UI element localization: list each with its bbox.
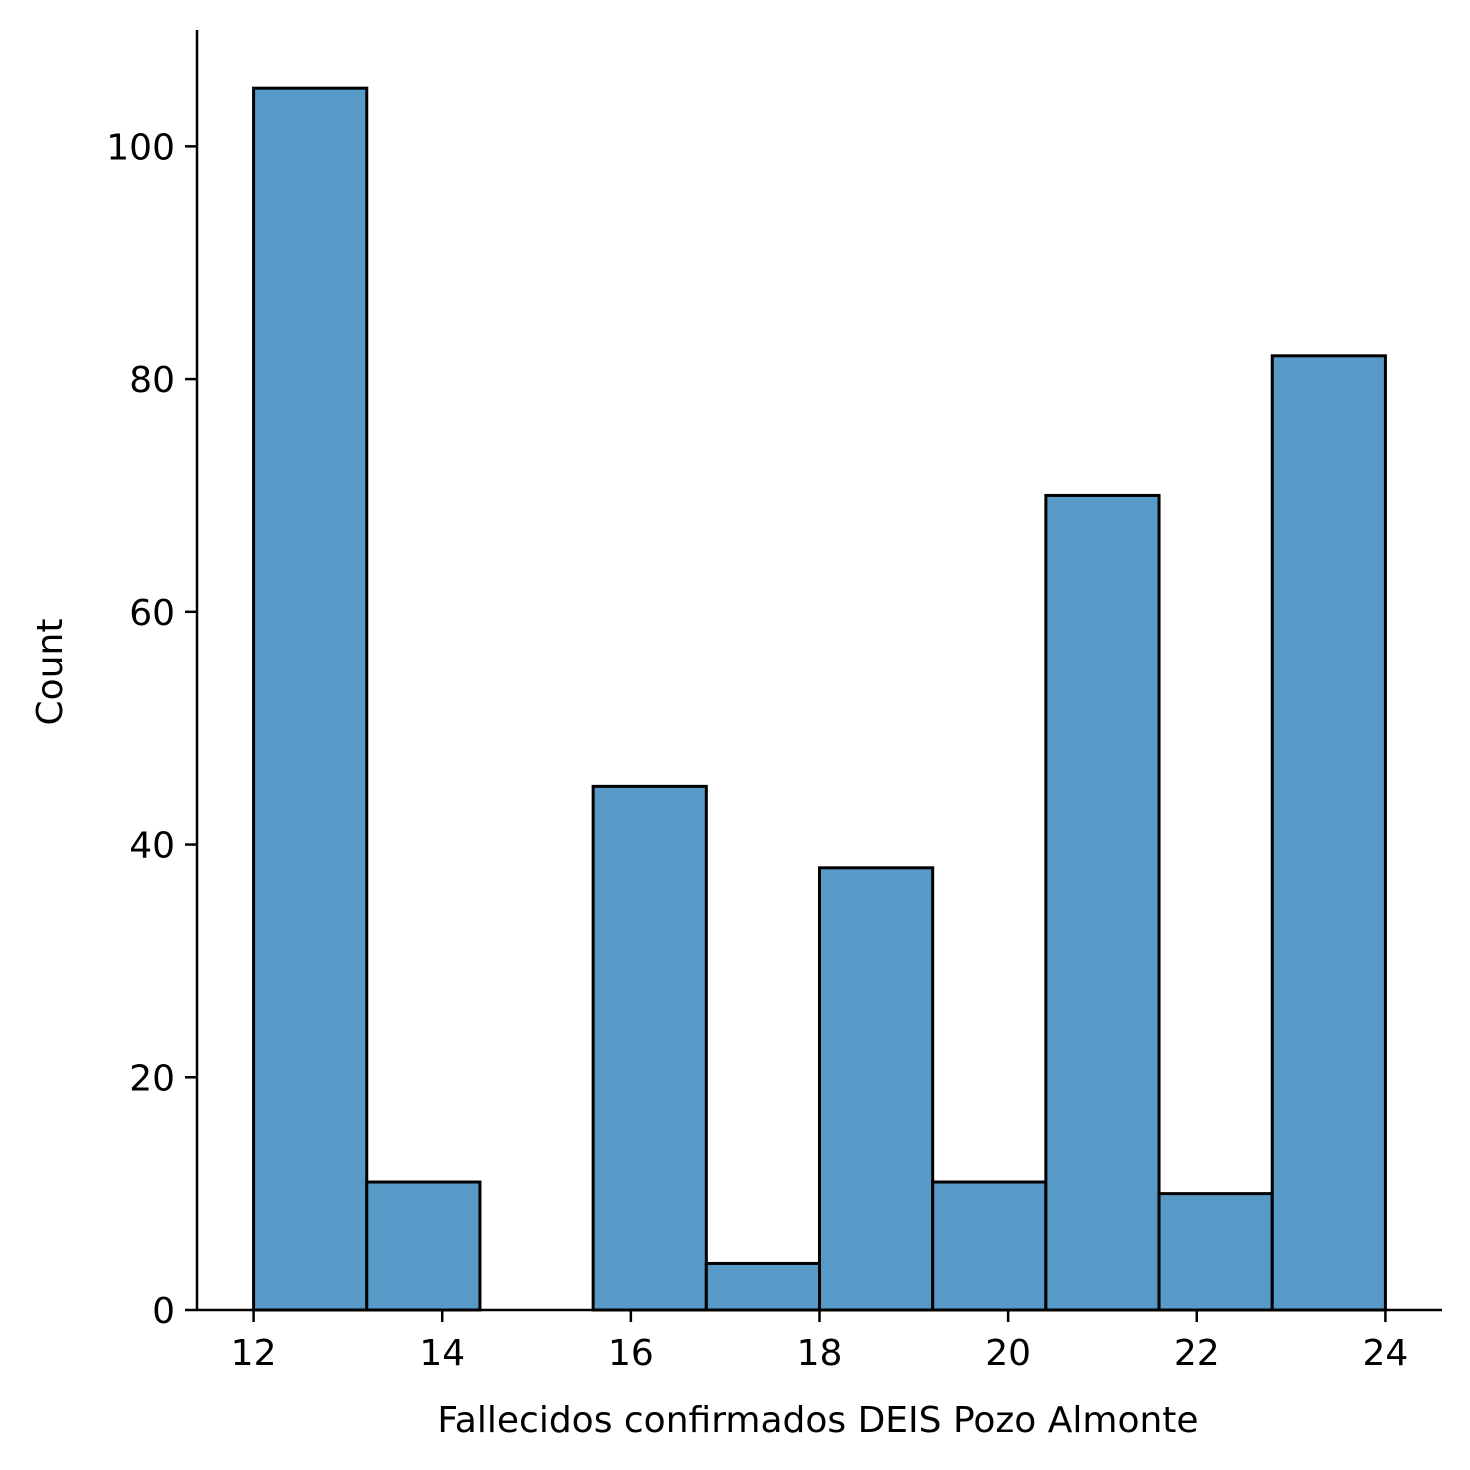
histogram-bar — [1270, 354, 1387, 1312]
histogram-bar — [591, 784, 708, 1312]
y-tick-label: 80 — [129, 360, 175, 401]
x-tick-label: 18 — [797, 1333, 843, 1374]
histogram-bar — [704, 1261, 821, 1312]
histogram-bar — [252, 86, 369, 1312]
x-tick-label: 14 — [419, 1333, 465, 1374]
x-tick-label: 24 — [1363, 1333, 1409, 1374]
y-tick-label: 40 — [129, 826, 175, 867]
histogram-bar — [818, 866, 935, 1312]
histogram-bar — [1157, 1192, 1274, 1312]
y-ticks: 0 20 40 60 80 100 — [106, 127, 197, 1332]
x-tick-label: 12 — [231, 1333, 277, 1374]
y-tick-label: 0 — [152, 1291, 175, 1332]
histogram-bar — [365, 1180, 482, 1312]
histogram-bar — [931, 1180, 1048, 1312]
x-tick-label: 22 — [1174, 1333, 1220, 1374]
y-tick-label: 60 — [129, 593, 175, 634]
x-ticks: 12 14 16 18 20 22 24 — [231, 1310, 1409, 1374]
histogram-bars — [252, 86, 1387, 1312]
x-tick-label: 20 — [985, 1333, 1031, 1374]
x-axis-label: Fallecidos confirmados DEIS Pozo Almonte — [437, 1400, 1198, 1441]
y-axis-label: Count — [30, 619, 71, 726]
histogram-bar — [1044, 493, 1161, 1312]
x-tick-label: 16 — [608, 1333, 654, 1374]
y-tick-label: 20 — [129, 1058, 175, 1099]
y-tick-label: 100 — [106, 127, 175, 168]
